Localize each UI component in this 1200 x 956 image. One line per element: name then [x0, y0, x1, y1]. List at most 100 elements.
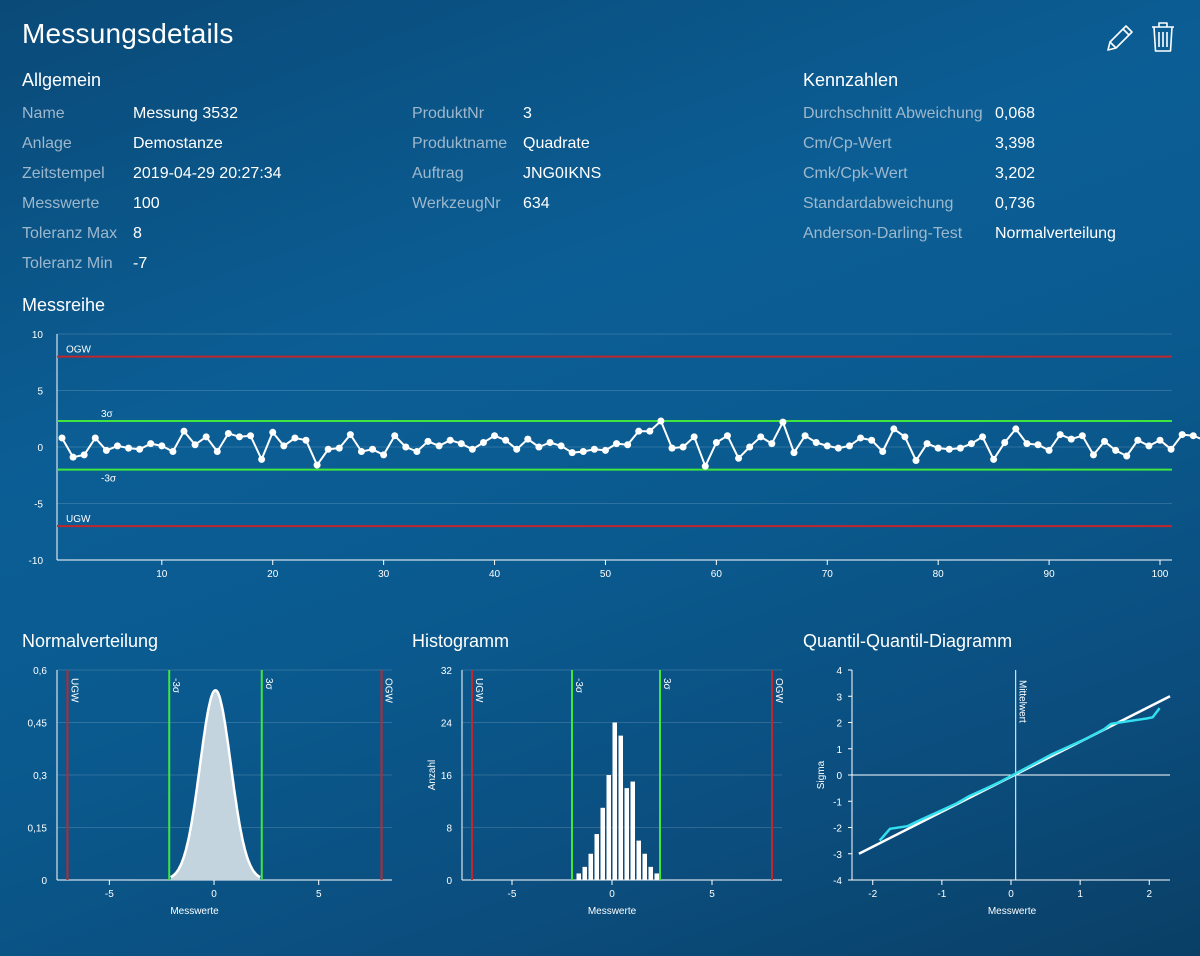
y-tick-label: 0 [446, 876, 452, 887]
data-point [1056, 431, 1064, 439]
info-row: Anlage Demostanze [22, 129, 392, 159]
limit-label: -3σ [170, 678, 181, 694]
data-point [235, 433, 243, 441]
data-point [169, 448, 177, 456]
data-point [967, 440, 975, 448]
data-point [1112, 446, 1120, 454]
page-title: Messungsdetails [22, 18, 234, 49]
data-point [646, 427, 654, 435]
histogram-bar [654, 873, 659, 880]
info-row: Auftrag JNG0IKNS [412, 159, 782, 189]
y-tick-label: -4 [833, 876, 842, 887]
histogram-bar [618, 735, 623, 880]
data-point [424, 437, 432, 445]
y-tick-label: -3 [833, 850, 842, 861]
data-point [324, 445, 332, 453]
data-point [369, 445, 377, 453]
data-point [701, 462, 709, 470]
data-point [202, 433, 210, 441]
data-point [568, 449, 576, 457]
data-point [1001, 438, 1009, 446]
data-point [912, 457, 920, 465]
info-label: Cm/Cp-Wert [803, 135, 892, 152]
x-tick-label: 10 [156, 569, 168, 580]
y-tick-label: 0 [37, 443, 43, 454]
data-point [1067, 435, 1075, 443]
header-actions [1104, 20, 1178, 54]
x-tick-label: 2 [1146, 889, 1152, 900]
info-row: Anderson-Darling-Test Normalverteilung [803, 219, 1183, 249]
data-point [224, 429, 232, 437]
info-row: Messwerte 100 [22, 189, 392, 219]
data-point [524, 435, 532, 443]
data-point [479, 438, 487, 446]
data-point [1167, 445, 1175, 453]
info-row: Name Messung 3532 [22, 99, 392, 129]
data-point [956, 444, 964, 452]
info-value: 634 [523, 195, 550, 212]
trash-icon[interactable] [1148, 20, 1178, 54]
pencil-icon[interactable] [1104, 20, 1134, 54]
info-row: Toleranz Max 8 [22, 219, 392, 249]
data-point [457, 440, 465, 448]
histogram-bar [594, 834, 599, 880]
data-point [879, 448, 887, 456]
y-tick-label: -5 [34, 500, 43, 511]
y-tick-label: 8 [446, 824, 452, 835]
data-point [635, 427, 643, 435]
x-tick-label: 80 [933, 569, 945, 580]
data-point [657, 417, 665, 425]
info-label: Cmk/Cpk-Wert [803, 165, 908, 182]
x-tick-label: 50 [600, 569, 612, 580]
histogramm-chart: 0 8 16 24 32 -5 0 5 Messwerte Anzahl UGW -3σ 3σ OGW [427, 666, 784, 917]
data-point [668, 444, 676, 452]
histogram-bar [606, 775, 611, 880]
limit-label: OGW [383, 678, 394, 704]
data-point [1145, 442, 1153, 450]
distribution-area [170, 690, 261, 880]
data-point [624, 441, 632, 449]
quantile-series [878, 707, 1161, 842]
data-point [102, 446, 110, 454]
data-point [147, 440, 155, 448]
y-tick-label: 2 [836, 719, 842, 730]
messreihe-title: Messreihe [22, 295, 106, 315]
x-tick-label: 5 [316, 889, 322, 900]
allgemein-heading: Allgemein [22, 70, 102, 90]
data-point [291, 434, 299, 442]
limit-label: UGW [473, 678, 484, 703]
kennzahlen-info: Durchschnitt Abweichung 0,068 Cm/Cp-Wert 3… [803, 99, 1183, 249]
normalverteilung-title: Normalverteilung [22, 631, 159, 651]
data-point [258, 455, 266, 463]
qq-chart: 4 3 2 1 0 -1 -2 -3 -4 -2 -1 0 1 2 Messwerte Sigma Mittel… [816, 666, 1171, 917]
x-tick-label: 0 [609, 889, 615, 900]
allgemein-info: Name Messung 3532 Anlage Demostanze Zeitst… [22, 99, 392, 279]
info-row: ProduktNr 3 [412, 99, 782, 129]
data-point [313, 461, 321, 469]
x-axis-label: Messwerte [170, 906, 219, 917]
data-point [335, 444, 343, 452]
histogram-bar [588, 853, 593, 880]
x-tick-label: 90 [1044, 569, 1056, 580]
data-point [191, 441, 199, 449]
data-point [1045, 446, 1053, 454]
limit-label: -3σ [573, 678, 584, 694]
data-point [247, 432, 255, 440]
data-point [812, 438, 820, 446]
limit-label: OGW [773, 678, 784, 704]
data-point [945, 445, 953, 453]
x-tick-label: 0 [1008, 889, 1014, 900]
info-label: Zeitstempel [22, 165, 105, 182]
data-point [845, 442, 853, 450]
data-point [113, 442, 121, 450]
data-point [468, 445, 476, 453]
info-label: Auftrag [412, 165, 464, 182]
y-tick-label: 0,6 [33, 666, 47, 677]
data-point [690, 433, 698, 441]
data-point [990, 455, 998, 463]
x-tick-label: 60 [711, 569, 723, 580]
x-tick-label: 0 [211, 889, 217, 900]
data-point [413, 448, 421, 456]
info-label: Standardabweichung [803, 195, 954, 212]
info-value: 8 [133, 225, 142, 242]
